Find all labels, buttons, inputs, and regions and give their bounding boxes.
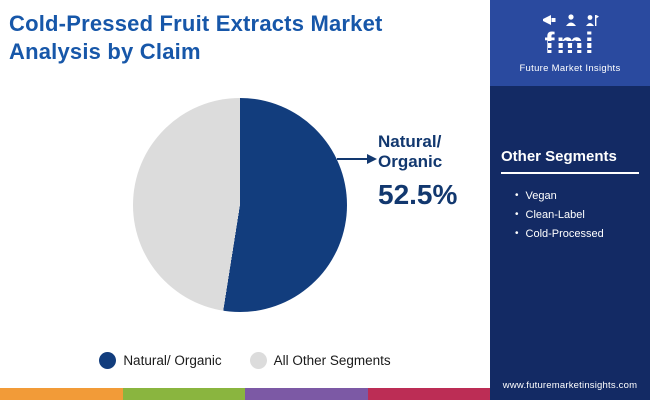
person-flag-icon <box>585 15 599 26</box>
heading-underline <box>501 172 639 174</box>
other-segments-list: • Vegan • Clean-Label • Cold-Processed <box>501 190 639 240</box>
footer-color-stripe <box>0 388 490 400</box>
legend-item-natural-organic: Natural/ Organic <box>99 352 222 369</box>
sidebar: fmi Future Market Insights Other Segment… <box>490 0 650 400</box>
list-item-label: Vegan <box>525 190 557 202</box>
logo-wordmark: fmi <box>544 27 596 60</box>
bullet-dot: • <box>515 209 519 220</box>
list-item-cold-processed: • Cold-Processed <box>515 228 639 240</box>
callout-label: Natural/ Organic <box>378 132 483 173</box>
callout-label-line-2: Organic <box>378 152 443 172</box>
callout-label-line-1: Natural/ <box>378 132 442 151</box>
list-item-label: Cold-Processed <box>525 228 604 240</box>
chart-area: Cold-Pressed Fruit Extracts Market Analy… <box>0 10 490 400</box>
callout: Natural/ Organic 52.5% <box>378 132 483 211</box>
legend-label: All Other Segments <box>273 353 391 368</box>
title-line-1: Cold-Pressed Fruit Extracts Market <box>9 11 383 36</box>
stripe-segment-red <box>367 388 490 400</box>
megaphone-icon <box>542 15 555 25</box>
list-item-clean-label: • Clean-Label <box>515 209 639 221</box>
title-line-2: Analysis by Claim <box>9 38 201 64</box>
chart-legend: Natural/ Organic All Other Segments <box>0 352 490 369</box>
other-segments-heading: Other Segments <box>501 148 617 165</box>
fmi-logo: fmi Future Market Insights <box>490 0 650 86</box>
page-title: Cold-Pressed Fruit Extracts Market Analy… <box>9 10 479 65</box>
callout-arrow-icon <box>337 154 377 164</box>
stripe-segment-purple <box>245 388 368 400</box>
logo-icons <box>542 12 599 27</box>
list-item-label: Clean-Label <box>525 209 585 221</box>
legend-label: Natural/ Organic <box>123 353 222 368</box>
bullet-dot: • <box>515 228 519 239</box>
legend-swatch-natural-organic <box>99 352 117 369</box>
stripe-segment-green <box>122 388 245 400</box>
bullet-dot: • <box>515 190 519 201</box>
pie-chart <box>133 98 347 312</box>
callout-value: 52.5% <box>378 178 458 210</box>
stripe-segment-orange <box>0 388 123 400</box>
other-segments-panel: Other Segments • Vegan • Clean-Label • C… <box>490 148 650 240</box>
legend-swatch-all-other-segments <box>249 352 267 369</box>
list-item-vegan: • Vegan <box>515 190 639 202</box>
legend-item-all-other-segments: All Other Segments <box>249 352 391 369</box>
website-url: www.futuremarketinsights.com <box>502 380 638 391</box>
person-icon <box>565 14 576 26</box>
logo-subtitle: Future Market Insights <box>519 63 621 74</box>
